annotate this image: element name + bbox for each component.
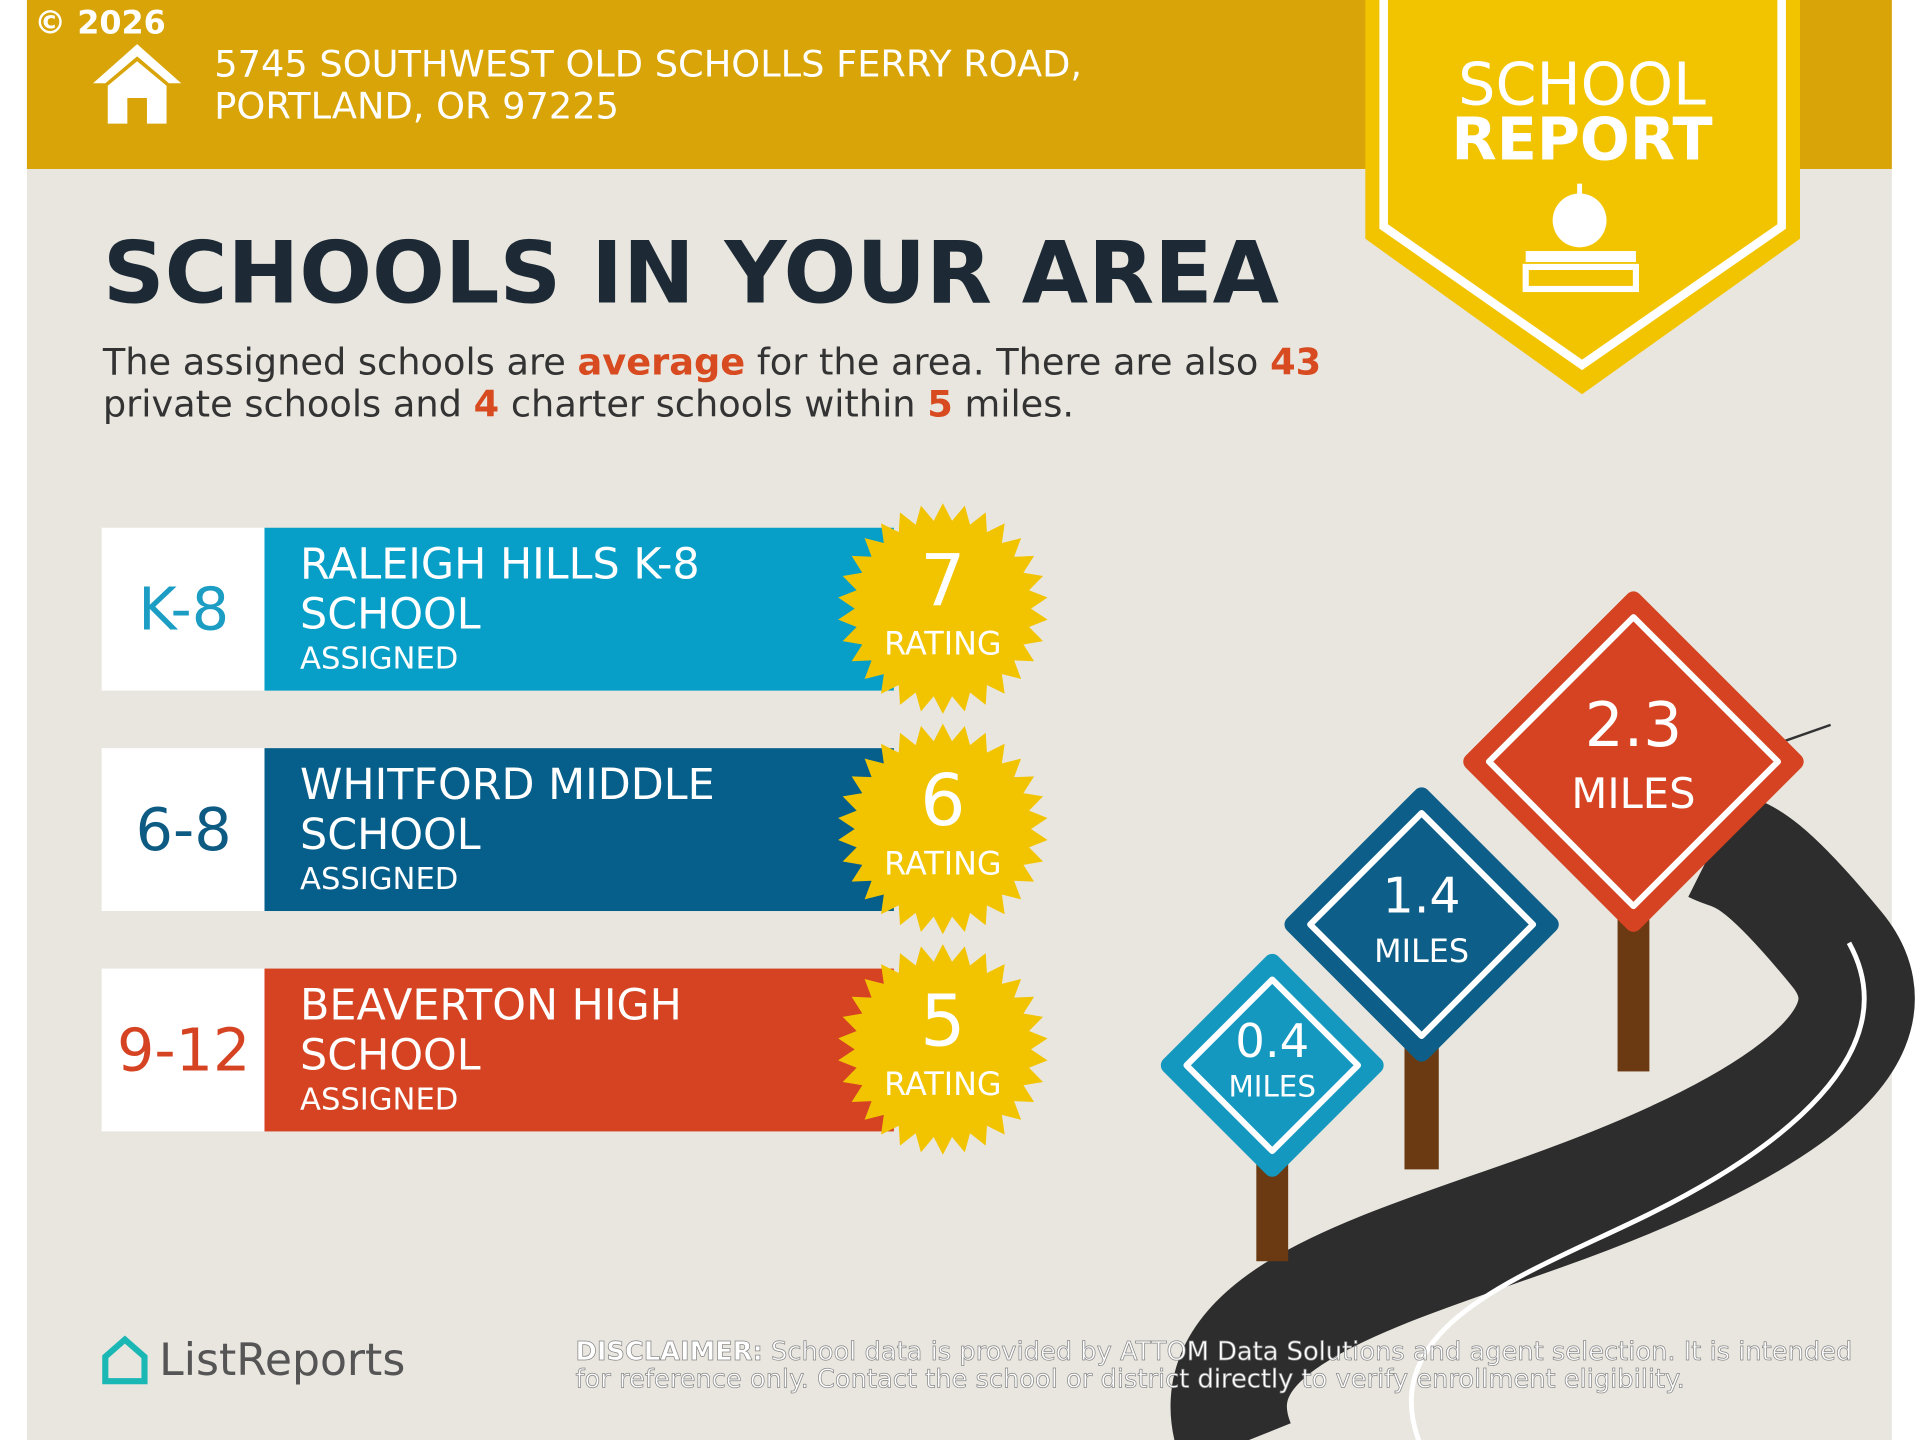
grade-range: 6-8 [136, 795, 232, 864]
grade-box [101, 527, 265, 691]
rating-label: RATING [884, 624, 1001, 662]
grade-range: K-8 [138, 575, 229, 644]
school-name: SCHOOL [300, 590, 481, 640]
sign-unit: MILES [1571, 769, 1695, 818]
summary-emphasis: average [578, 340, 746, 383]
disclaimer-text: for reference only. Contact the school o… [576, 1365, 1685, 1395]
school-name: WHITFORD MIDDLE [300, 760, 715, 810]
house-icon [93, 44, 182, 124]
disclaimer-label: DISCLAIMER: [576, 1336, 763, 1366]
summary-text: miles. [953, 382, 1074, 425]
sign-face [1284, 787, 1559, 1062]
rating-badge [838, 503, 1048, 714]
rating-label: RATING [884, 845, 1001, 883]
grade-box [101, 748, 265, 912]
sign-distance: 2.3 [1585, 690, 1682, 761]
school-bar [264, 748, 894, 912]
sign-unit: MILES [1228, 1069, 1316, 1103]
sign-distance: 0.4 [1235, 1014, 1309, 1068]
school-name: BEAVERTON HIGH [300, 980, 682, 1030]
school-status: ASSIGNED [300, 862, 458, 897]
school-name: RALEIGH HILLS K-8 [300, 539, 700, 589]
grade-range: 9-12 [117, 1015, 250, 1084]
school-name: SCHOOL [300, 1030, 481, 1080]
badge-title: SCHOOL [1458, 49, 1706, 118]
school-bar [264, 527, 894, 691]
address-line: PORTLAND, OR 97225 [214, 84, 619, 127]
sign-border [1183, 976, 1362, 1155]
sign-border [1485, 614, 1782, 910]
summary-text: The assigned schools are [102, 340, 578, 383]
distance-sign: 2.3 MILES [1463, 591, 1804, 1072]
summary-text: for the area. There are also [745, 340, 1270, 383]
sign-face [1463, 591, 1804, 932]
rating-badge [838, 944, 1048, 1155]
sign-border [1307, 810, 1537, 1039]
sign-distance: 1.4 [1383, 867, 1461, 924]
road [1170, 723, 1915, 1440]
sign-face [1160, 953, 1384, 1177]
grade-box [101, 968, 265, 1132]
rating-value: 6 [920, 759, 965, 842]
copyright: © 2026 [34, 3, 166, 41]
distance-sign: 1.4 MILES [1284, 787, 1559, 1170]
rating-label: RATING [884, 1065, 1001, 1103]
badge-outline [1379, 0, 1786, 371]
apple-book-icon [1522, 183, 1639, 293]
disclaimer: DISCLAIMER: School data is provided by A… [576, 1336, 1853, 1366]
school-status: ASSIGNED [300, 642, 458, 677]
rating-badge [838, 723, 1048, 935]
summary-line: private schools and 4 charter schools wi… [103, 382, 1074, 425]
summary-emphasis: 5 [927, 382, 953, 425]
rating-value: 7 [920, 539, 965, 622]
sign-unit: MILES [1374, 932, 1469, 970]
school-status: ASSIGNED [300, 1082, 458, 1117]
address-line: 5745 SOUTHWEST OLD SCHOLLS FERRY ROAD, [214, 43, 1082, 86]
disclaimer-text: School data is provided by ATTOM Data So… [763, 1336, 1852, 1366]
school-bar [264, 968, 894, 1132]
logo-icon [102, 1335, 148, 1385]
summary-emphasis: 43 [1270, 340, 1321, 383]
school-name: SCHOOL [300, 810, 481, 860]
summary-text: charter schools within [499, 382, 927, 425]
summary-emphasis: 4 [474, 382, 500, 425]
badge-title: REPORT [1451, 104, 1712, 173]
logo-text: ListReports [159, 1335, 405, 1386]
heading: SCHOOLS IN YOUR AREA [103, 224, 1279, 324]
summary-line: The assigned schools are average for the… [102, 340, 1321, 383]
rating-value: 5 [920, 980, 965, 1063]
summary-text: private schools and [103, 382, 474, 425]
